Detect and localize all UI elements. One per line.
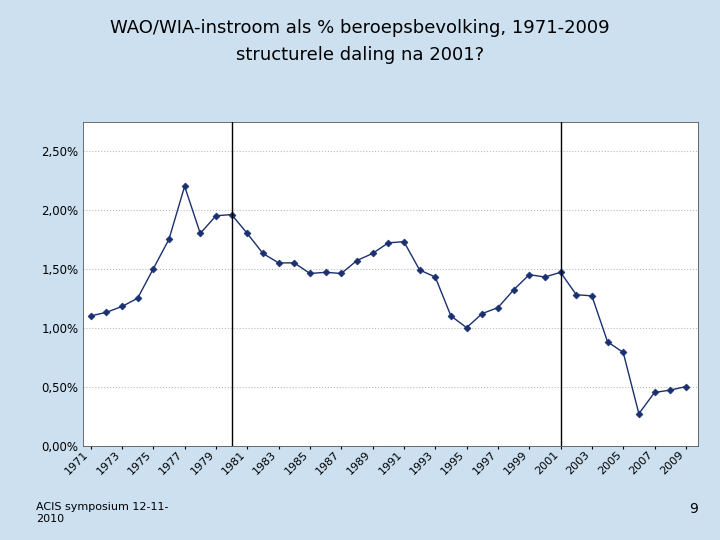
Text: WAO/WIA-instroom als % beroepsbevolking, 1971-2009: WAO/WIA-instroom als % beroepsbevolking,… [110, 19, 610, 37]
Text: 9: 9 [690, 502, 698, 516]
Text: structurele daling na 2001?: structurele daling na 2001? [236, 46, 484, 64]
Text: ACIS symposium 12-11-
2010: ACIS symposium 12-11- 2010 [36, 502, 168, 524]
